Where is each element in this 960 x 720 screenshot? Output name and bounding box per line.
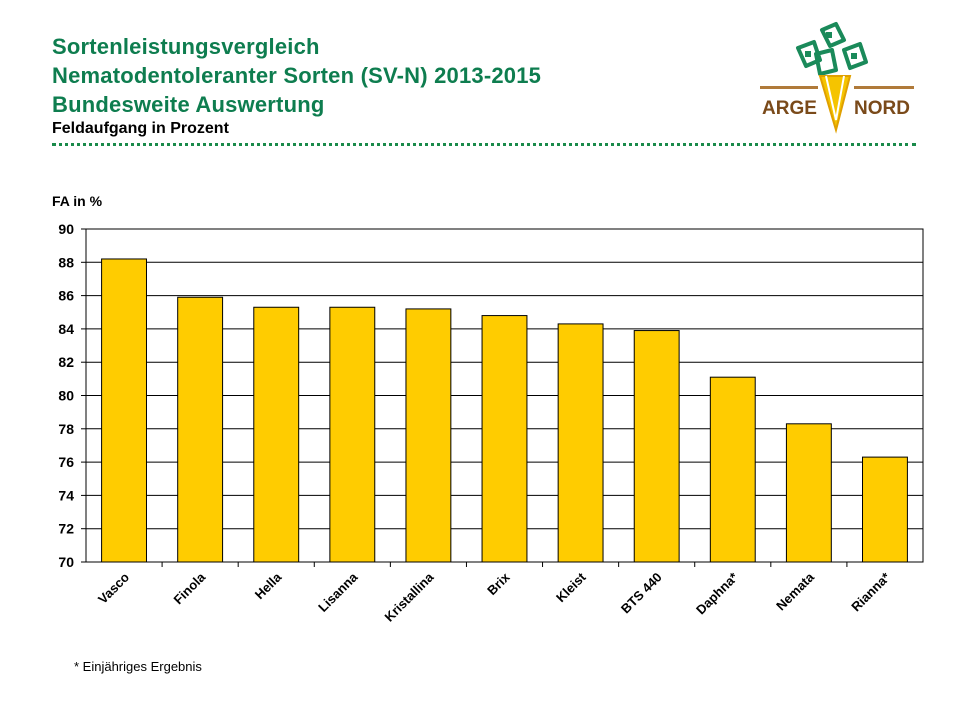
- y-tick-label: 74: [58, 487, 74, 503]
- y-tick-label: 76: [58, 454, 74, 470]
- x-tick-label: Finola: [171, 569, 209, 607]
- x-tick-label: Brix: [484, 569, 513, 598]
- bar-kristallina: [405, 308, 452, 563]
- bar-vasco: [101, 258, 147, 563]
- y-tick-label: 70: [58, 554, 74, 570]
- bar-bts-440: [633, 330, 680, 563]
- x-tick-label: Daphna*: [693, 569, 742, 618]
- y-tick-labels: 70 72 74 76 78 80 82 84 86 88 90: [58, 221, 86, 570]
- title-line-2: Nematodentoleranter Sorten (SV-N) 2013-2…: [52, 63, 542, 88]
- chart-subtitle: Feldaufgang in Prozent: [52, 120, 229, 137]
- y-tick-label: 84: [58, 321, 74, 337]
- logo-right-text: NORD: [854, 98, 910, 119]
- bar-kleist: [557, 323, 604, 563]
- arge-nord-logo: ARGE NORD: [760, 22, 914, 134]
- header-divider: [52, 143, 916, 146]
- bar-brix: [481, 315, 528, 563]
- footnote: * Einjähriges Ergebnis: [74, 659, 202, 674]
- x-tick-label: Rianna*: [848, 569, 893, 614]
- bar-hella: [253, 306, 300, 563]
- x-tick-label: Kleist: [553, 569, 589, 605]
- y-tick-label: 86: [58, 288, 74, 304]
- y-tick-label: 80: [58, 388, 74, 404]
- x-tick-labels: Vasco Finola Hella Lisanna Kristallina Brix Kl…: [95, 562, 894, 625]
- y-tick-label: 72: [58, 521, 74, 537]
- logo-left-text: ARGE: [762, 98, 817, 119]
- bar-daphna: [709, 376, 756, 563]
- x-tick-label: Nemata: [773, 569, 817, 613]
- bars: [101, 258, 908, 563]
- title-line-1: Sortenleistungsvergleich: [52, 34, 320, 59]
- y-tick-label: 88: [58, 254, 74, 270]
- x-tick-label: Lisanna: [315, 569, 361, 615]
- y-tick-label: 82: [58, 354, 74, 370]
- plot-area-frame: [85, 228, 924, 563]
- x-tick-label: Vasco: [95, 569, 132, 606]
- bar-lisanna: [329, 306, 376, 563]
- y-axis-label: FA in %: [52, 193, 103, 209]
- y-tick-label: 78: [58, 421, 74, 437]
- bar-nemata: [785, 423, 832, 563]
- x-tick-label: Kristallina: [381, 569, 437, 625]
- x-tick-label: BTS 440: [618, 570, 665, 617]
- x-tick-label: Hella: [252, 569, 285, 602]
- bar-finola: [177, 296, 224, 563]
- chart-title: Sortenleistungsvergleich Nematodentolera…: [52, 32, 541, 119]
- y-tick-label: 90: [58, 221, 74, 237]
- title-line-3: Bundesweite Auswertung: [52, 92, 325, 117]
- bar-rianna: [862, 456, 908, 563]
